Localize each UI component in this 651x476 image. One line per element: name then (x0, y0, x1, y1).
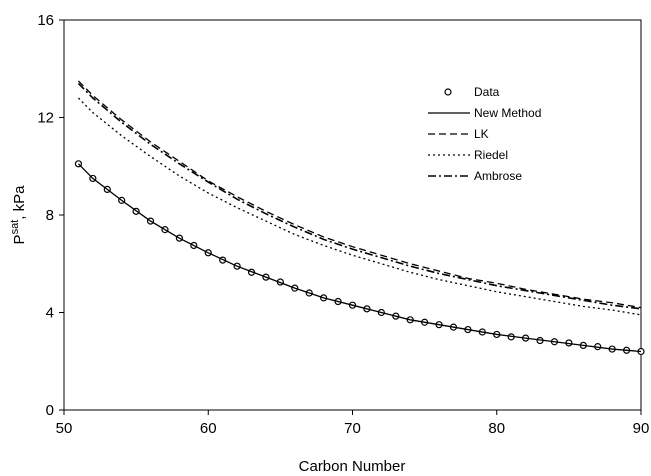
series-line-ambrose (77, 82, 642, 310)
y-tick-label: 4 (46, 305, 54, 322)
legend-label-lk: LK (474, 127, 489, 141)
x-axis-title: Carbon Number (299, 458, 406, 475)
axes: 50 60 70 80 90 0 4 8 12 16 (37, 12, 649, 437)
x-tick-label: 80 (488, 420, 505, 437)
series-line-new-method (77, 163, 642, 353)
x-tick-label: 60 (200, 420, 217, 437)
y-axis-title-sup: sat (9, 220, 21, 235)
legend: Data New Method LK Riedel Ambrose (428, 85, 541, 183)
y-tick-label: 8 (46, 207, 54, 224)
y-tick-label: 0 (46, 402, 54, 419)
series-line-riedel (77, 97, 642, 316)
plot-area (63, 19, 642, 411)
series-line-lk (77, 80, 642, 309)
y-axis-title-main: P (11, 234, 28, 244)
legend-label-ambrose: Ambrose (474, 169, 522, 183)
y-axis-title-tail: , kPa (11, 185, 28, 220)
series-layer (74, 80, 645, 356)
y-tick-label: 12 (37, 110, 54, 127)
legend-label-riedel: Riedel (474, 148, 508, 162)
y-axis-title: Psat, kPa (9, 185, 28, 245)
x-tick-label: 70 (344, 420, 361, 437)
legend-label-new-method: New Method (474, 106, 541, 120)
legend-marker-data (444, 88, 452, 96)
x-tick-label: 90 (633, 420, 650, 437)
y-tick-label: 16 (37, 12, 54, 29)
x-tick-label: 50 (56, 420, 73, 437)
legend-label-data: Data (474, 85, 500, 99)
